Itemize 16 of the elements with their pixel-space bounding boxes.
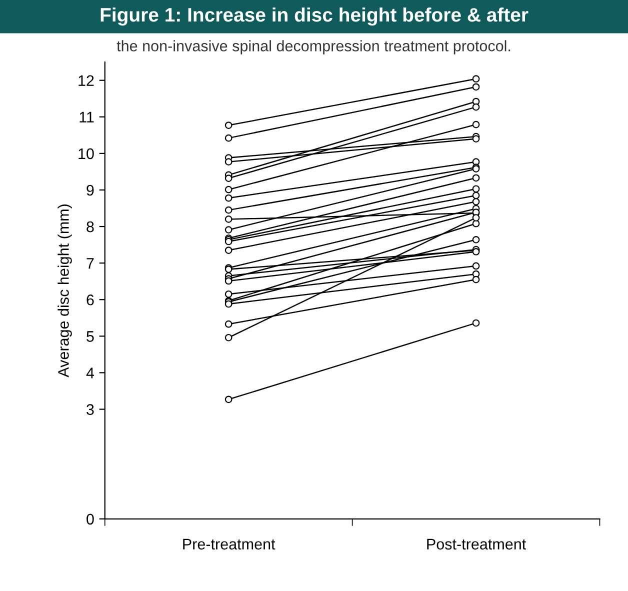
y-tick-label: 11 xyxy=(80,112,94,122)
y-tick-label: 5 xyxy=(86,331,94,342)
y-axis-title: Average disc height (mm) xyxy=(58,204,72,378)
y-tick-label: 10 xyxy=(78,148,94,160)
chart-title: Figure 1: Increase in disc height before & after xyxy=(100,7,528,26)
y-tick-label: 3 xyxy=(86,404,94,415)
chart-subtitle: the non-invasive spinal decompression treatment protocol. xyxy=(116,40,510,54)
y-tick-label: 9 xyxy=(86,184,94,196)
y-tick-label: 4 xyxy=(86,368,94,378)
y-tick-label: 12 xyxy=(78,75,94,86)
y-tick-label: 7 xyxy=(86,258,94,269)
y-tick-label: 8 xyxy=(86,221,94,232)
x-tick-label: Post-treatment xyxy=(427,538,526,550)
x-tick-label: Pre-treatment xyxy=(183,538,276,550)
y-tick-label: 0 xyxy=(86,514,94,525)
y-tick-label: 6 xyxy=(86,294,94,306)
